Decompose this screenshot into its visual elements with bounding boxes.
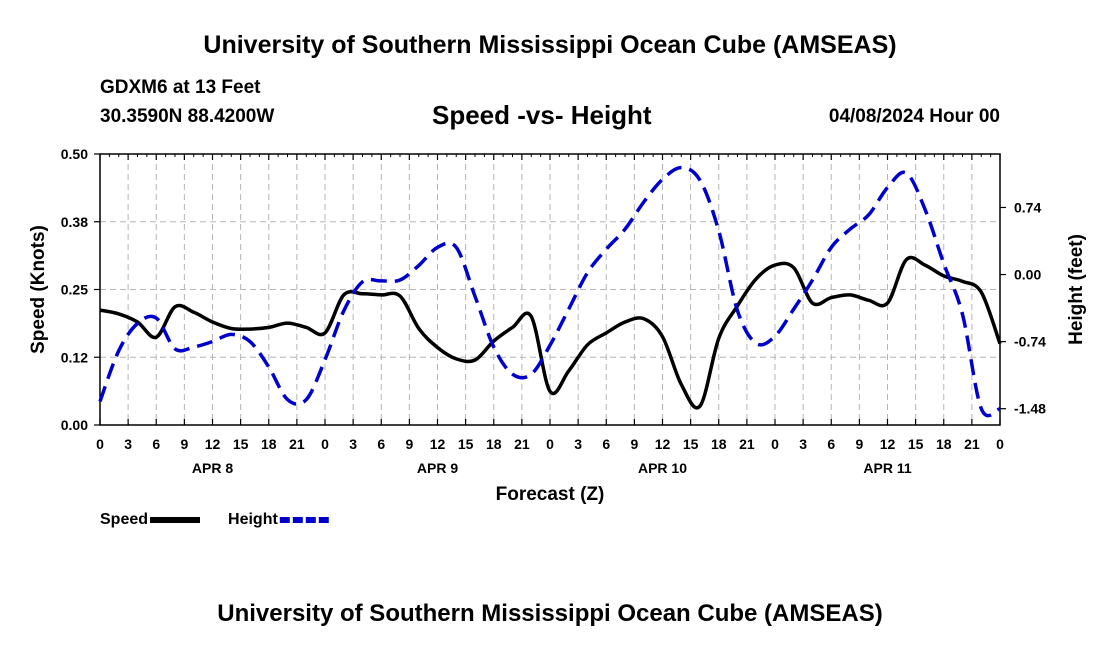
right-tick-label: 0.00 <box>1014 267 1041 283</box>
x-tick-label: 0 <box>546 436 554 452</box>
x-axis-title: Forecast (Z) <box>496 484 605 505</box>
x-tick-label: 9 <box>405 436 413 452</box>
station-label: GDXM6 at 13 Feet <box>100 77 261 98</box>
x-tick-label: 18 <box>711 436 727 452</box>
x-tick-label: 0 <box>96 436 104 452</box>
x-tick-label: 15 <box>683 436 699 452</box>
x-tick-label: 12 <box>880 436 896 452</box>
x-tick-label: 0 <box>321 436 329 452</box>
right-tick-label: 0.74 <box>1014 199 1041 215</box>
forecast-date: 04/08/2024 Hour 00 <box>828 106 1000 127</box>
x-tick-label: 18 <box>486 436 502 452</box>
x-tick-label: 3 <box>574 436 582 452</box>
x-tick-label: 18 <box>936 436 952 452</box>
y-axis-title-left: Speed (Knots) <box>28 225 49 354</box>
right-tick-label: -1.48 <box>1014 401 1046 417</box>
chart-title-bottom: University of Southern Mississippi Ocean… <box>217 600 883 627</box>
x-tick-label: 6 <box>827 436 835 452</box>
day-label: APR 10 <box>638 460 687 476</box>
right-tick-label: -0.74 <box>1014 334 1046 350</box>
x-tick-label: 3 <box>124 436 132 452</box>
x-tick-label: 6 <box>152 436 160 452</box>
day-label: APR 11 <box>863 460 911 476</box>
series-line-height <box>98 165 1001 418</box>
chart-subtitle: Speed -vs- Height <box>432 100 652 130</box>
x-tick-label: 21 <box>739 436 755 452</box>
legend-label-speed: Speed <box>100 511 148 528</box>
x-tick-label: 15 <box>233 436 249 452</box>
day-label: APR 8 <box>192 460 233 476</box>
left-tick-label: 0.00 <box>61 417 88 433</box>
left-tick-label: 0.12 <box>61 349 88 365</box>
x-tick-label: 9 <box>180 436 188 452</box>
left-tick-label: 0.25 <box>61 282 88 298</box>
left-tick-label: 0.38 <box>61 214 88 230</box>
chart-title-top: University of Southern Mississippi Ocean… <box>203 31 897 59</box>
x-tick-label: 21 <box>964 436 980 452</box>
x-tick-label: 0 <box>771 436 779 452</box>
left-tick-label: 0.50 <box>61 146 88 162</box>
station-coords: 30.3590N 88.4200W <box>100 106 275 127</box>
y-axis-title-right: Height (feet) <box>1066 234 1087 345</box>
x-tick-label: 9 <box>630 436 638 452</box>
x-tick-label: 21 <box>514 436 530 452</box>
x-tick-label: 9 <box>855 436 863 452</box>
x-tick-label: 0 <box>996 436 1004 452</box>
x-tick-label: 6 <box>602 436 610 452</box>
x-tick-label: 12 <box>430 436 446 452</box>
x-tick-label: 21 <box>289 436 305 452</box>
x-tick-label: 6 <box>377 436 385 452</box>
x-tick-label: 12 <box>655 436 671 452</box>
x-tick-label: 3 <box>349 436 357 452</box>
legend-label-height: Height <box>228 511 278 528</box>
day-label: APR 9 <box>417 460 458 476</box>
x-tick-label: 12 <box>205 436 221 452</box>
series-line-speed <box>99 255 1002 410</box>
x-tick-label: 18 <box>261 436 277 452</box>
x-tick-label: 3 <box>799 436 807 452</box>
x-tick-label: 15 <box>908 436 924 452</box>
x-tick-label: 15 <box>458 436 474 452</box>
